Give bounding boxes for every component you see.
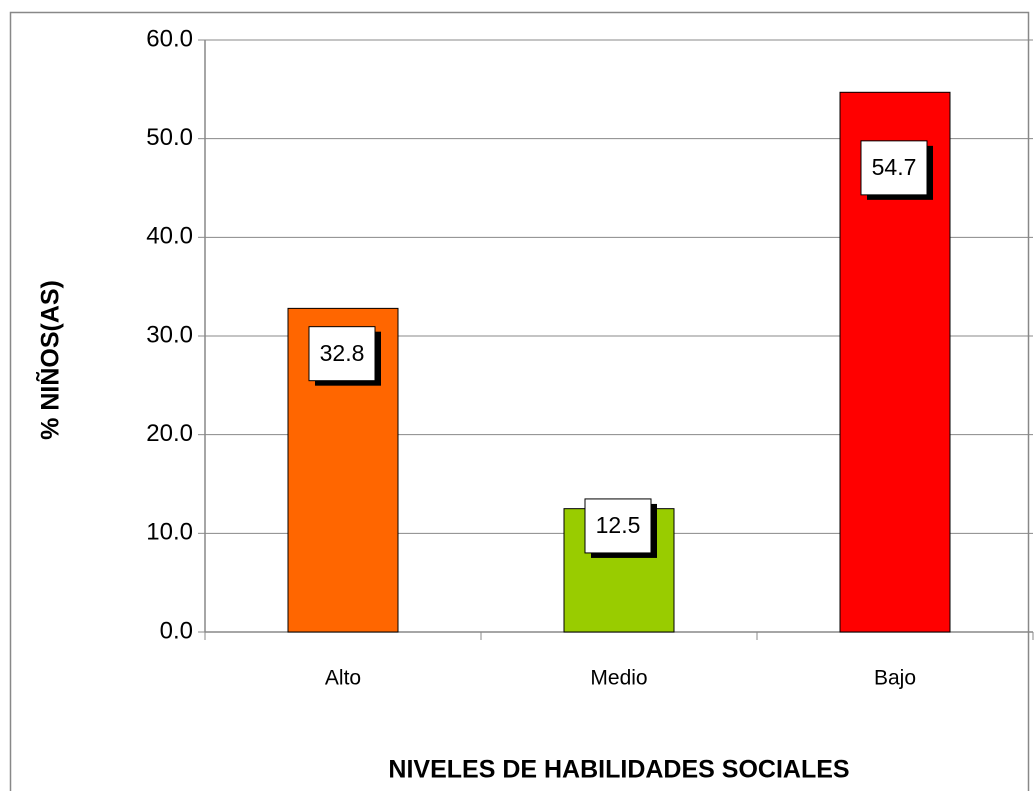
data-label: 12.5 bbox=[596, 512, 641, 538]
data-label-box bbox=[308, 326, 376, 382]
y-tick-label: 60.0 bbox=[146, 25, 193, 52]
x-tick-label: Alto bbox=[325, 667, 361, 690]
data-label-box bbox=[860, 140, 928, 196]
data-label: 32.8 bbox=[320, 340, 365, 366]
x-tick-label: Medio bbox=[590, 667, 647, 690]
data-label-box bbox=[584, 498, 652, 554]
y-axis-title: % NIÑOS(AS) bbox=[35, 280, 65, 440]
data-label: 54.7 bbox=[872, 154, 917, 180]
y-tick-label: 0.0 bbox=[160, 617, 193, 644]
y-tick-label: 50.0 bbox=[146, 124, 193, 151]
y-tick-label: 20.0 bbox=[146, 420, 193, 447]
x-tick-label: Bajo bbox=[874, 667, 916, 690]
y-tick-label: 40.0 bbox=[146, 223, 193, 250]
y-tick-label: 30.0 bbox=[146, 321, 193, 348]
y-tick-label: 10.0 bbox=[146, 519, 193, 546]
x-axis-title: NIVELES DE HABILIDADES SOCIALES bbox=[388, 756, 849, 784]
